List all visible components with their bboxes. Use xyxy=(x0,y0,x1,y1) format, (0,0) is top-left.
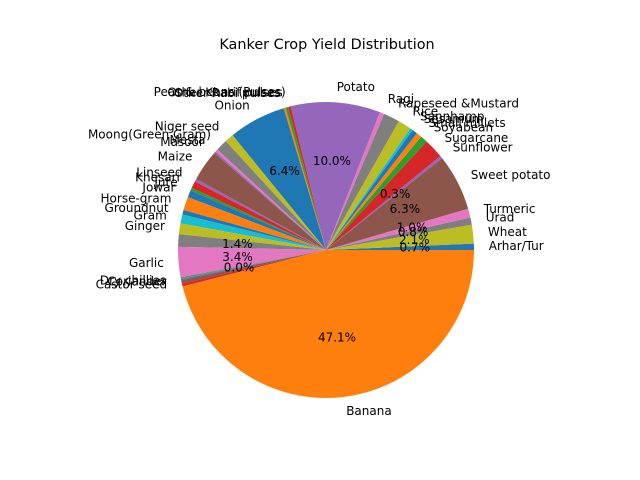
slice-percent-arhar-tur: 0.7% xyxy=(400,241,431,255)
pie-slice-other-rabi-pulses xyxy=(283,107,326,251)
slice-percent-onion: 6.4% xyxy=(269,164,300,178)
pie-slice-soyabean xyxy=(326,136,427,250)
pie-slice-arhar-tur xyxy=(326,243,474,250)
pie-slice-ragi xyxy=(326,112,385,251)
pie-slice-jowar xyxy=(187,190,326,250)
pie-slice-moong-green-gram xyxy=(217,141,326,250)
slice-label-rice: Rice xyxy=(413,105,439,119)
pie-slice-sesamum xyxy=(326,129,417,250)
slice-label-wheat: Wheat xyxy=(488,225,527,239)
slice-label-gram: Gram xyxy=(134,208,167,222)
slice-label-arhar-tur: Arhar/Tur xyxy=(489,239,544,253)
pie-slice-banana xyxy=(182,250,474,398)
slice-label-sesamum: Sesamum xyxy=(424,112,484,126)
slice-label-mesta: Mesta xyxy=(169,133,205,147)
pie-slice-gram xyxy=(180,214,326,250)
pie-slice-castor-seed xyxy=(181,250,326,284)
pie-slice-niger-seed xyxy=(225,135,326,250)
pie-slice-ginger xyxy=(178,223,326,250)
pie-slice-linseed xyxy=(194,178,326,250)
slice-label-maize: Maize xyxy=(158,150,193,164)
slice-percent-wheat: 2.1% xyxy=(399,233,430,247)
pie-slice-coriander xyxy=(180,250,326,280)
slice-percent-sweet-potato: 6.3% xyxy=(390,202,421,216)
slice-percent-urad: 0.8% xyxy=(398,225,429,239)
slice-label-potato: Potato xyxy=(337,80,375,94)
pie-slice-wheat xyxy=(326,224,474,250)
slice-label-horse-gram: Horse-gram xyxy=(101,191,172,205)
slice-percent-turmeric: 1.0% xyxy=(397,220,428,234)
pie-slice-urad xyxy=(326,217,472,250)
pie-labels: Arhar/Tur 0.7% Wheat 2.1% Urad 0.8% Turmeric 1.… xyxy=(88,80,551,418)
pie-slice-potato xyxy=(290,101,380,250)
pie-slice-peas-beans-pulses xyxy=(288,106,326,250)
pie-slice-jute xyxy=(190,187,326,250)
slice-label-rapeseed-mustard: Rapeseed &Mustard xyxy=(398,97,519,111)
slice-label-moong-green-gram: Moong(Green Gram) xyxy=(88,127,211,141)
pie-slice-groundnut xyxy=(182,210,326,250)
pie-slice-masoor xyxy=(214,151,326,250)
slice-label-other-rabi-pulses: Other Rabi pulses xyxy=(174,86,281,100)
slice-percent-potato: 10.0% xyxy=(313,154,351,168)
slice-percent-banana: 47.1% xyxy=(318,331,356,345)
slice-label-ginger: Ginger xyxy=(125,219,165,233)
pie-slice-rapeseed-mustard xyxy=(326,113,399,251)
slice-label-small-millets: Small millets xyxy=(428,116,505,130)
slice-label-masoor: Masoor xyxy=(160,135,204,149)
slice-label-groundnut: Groundnut xyxy=(105,201,169,215)
slice-label-jute: Jute xyxy=(153,176,177,190)
slice-label-sugarcane: Sugarcane xyxy=(445,131,509,145)
slice-label-ragi: Ragi xyxy=(388,92,414,106)
pie-slice-dry-chillies xyxy=(180,250,326,279)
slice-label-banana: Banana xyxy=(346,404,392,418)
slice-label-coriander: Coriander xyxy=(107,274,166,288)
pie-slice-small-millets xyxy=(326,133,422,250)
pie-slice-garlic xyxy=(177,246,326,278)
slice-label-linseed: Linseed xyxy=(136,166,182,180)
pie-slice-rice xyxy=(326,121,411,251)
slice-label-peas-beans-pulses: Peas & beans (Pulses) xyxy=(154,85,286,99)
slice-percent-garlic: 3.4% xyxy=(222,250,253,264)
slice-label-sunflower: Sunflower xyxy=(453,140,513,154)
pie-slice-sannhamp xyxy=(326,128,413,250)
slice-label-garlic: Garlic xyxy=(129,256,164,270)
pie-slice-unlabeled-32 xyxy=(178,234,326,250)
pie-slice-maize xyxy=(196,152,326,250)
pie-slice-horse-gram xyxy=(183,197,326,250)
pie-slice-onion xyxy=(232,108,326,250)
pie-slice-unlabeled-36 xyxy=(180,250,326,281)
pie-slice-sunflower xyxy=(326,156,443,250)
chart-title: Kanker Crop Yield Distribution xyxy=(219,37,434,53)
pie-slice-unlabeled-38 xyxy=(181,250,326,287)
slice-label-niger-seed: Niger seed xyxy=(155,120,220,134)
slice-label-dry-chillies: Dry chillies xyxy=(100,273,166,287)
pie-slice-turmeric xyxy=(326,208,471,250)
pie-slice-sugarcane xyxy=(326,141,441,250)
pie-slice-khesari xyxy=(191,181,326,250)
pie-slice-mesta xyxy=(215,149,326,250)
slice-label-khesari: Khesari xyxy=(135,171,180,185)
slice-label-other-kharif-pulses: Other Kharif pulses xyxy=(167,86,282,100)
slice-label-onion: Onion xyxy=(214,99,249,113)
slice-label-soyabean: Soyabean xyxy=(434,121,493,135)
slice-label-sannhamp: Sannhamp xyxy=(420,110,484,124)
pie-slice-other-kharif-pulses xyxy=(285,106,326,251)
slice-percent-32: 1.4% xyxy=(222,237,253,251)
slice-label-castor-seed: Castor seed xyxy=(96,278,167,292)
slice-label-urad: Urad xyxy=(486,211,515,225)
slice-label-jowar: Jowar xyxy=(141,181,175,195)
pie-slice-sweet-potato xyxy=(326,158,469,250)
slice-label-turmeric: Turmeric xyxy=(483,202,536,216)
pie-slices xyxy=(177,101,474,398)
slice-percent-36: 0.0% xyxy=(224,260,255,274)
slice-label-sweet-potato: Sweet potato xyxy=(471,168,551,182)
slice-percent-sunflower: 0.3% xyxy=(380,187,411,201)
